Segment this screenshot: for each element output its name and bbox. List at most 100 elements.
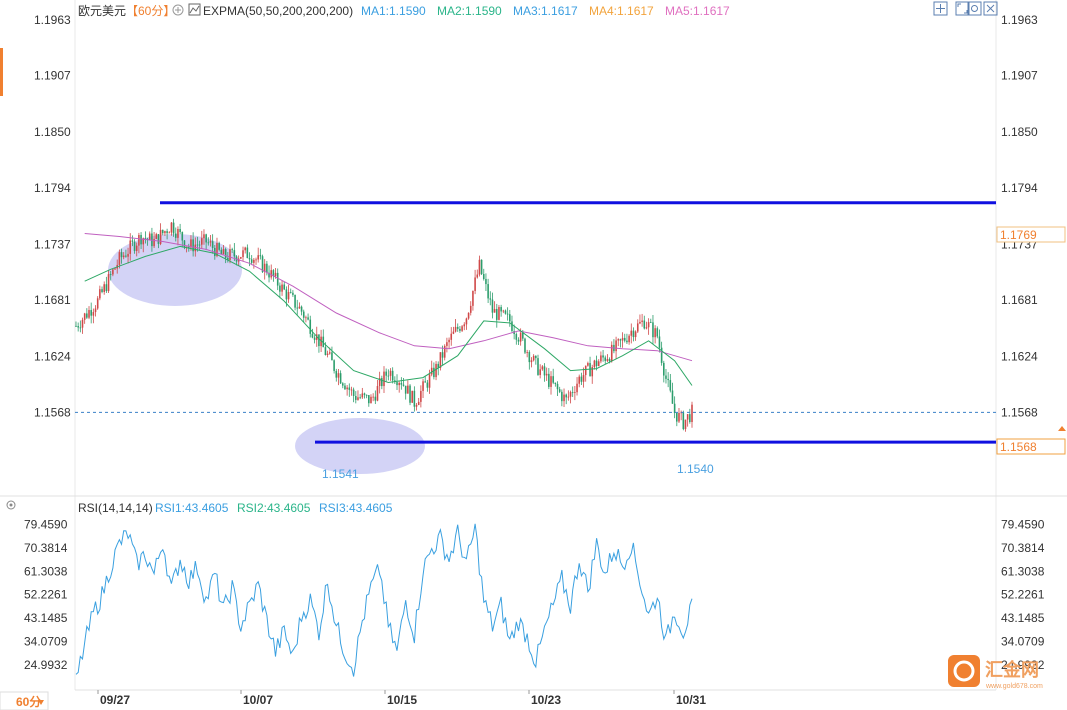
candle-body xyxy=(682,412,685,430)
candle-body xyxy=(528,352,531,363)
candle-body xyxy=(177,228,179,238)
top-highlight-ellipse xyxy=(108,234,242,306)
candle-body xyxy=(90,310,92,316)
candle-body xyxy=(359,397,361,399)
candle-body xyxy=(537,358,539,375)
indicator-icon[interactable] xyxy=(188,3,201,16)
candle-body xyxy=(628,335,630,343)
candle-body xyxy=(582,375,585,382)
svg-text:1.1769: 1.1769 xyxy=(1000,228,1037,242)
ma-slow-line xyxy=(84,233,693,362)
candle-body xyxy=(285,289,288,300)
ma3-value: MA3:1.1617 xyxy=(513,4,578,18)
candle-body xyxy=(168,232,171,234)
candle-body xyxy=(561,391,563,402)
candle-body xyxy=(658,336,661,348)
candle-body xyxy=(524,338,526,353)
settings-icon[interactable] xyxy=(967,1,982,16)
candle-body xyxy=(159,229,162,244)
candle-body xyxy=(454,326,457,332)
candle-body xyxy=(99,289,101,299)
candle-body xyxy=(96,298,99,309)
candle-body xyxy=(118,252,121,265)
candle-body xyxy=(669,380,672,391)
candle-body xyxy=(326,353,329,355)
rsi-settings-icon[interactable] xyxy=(6,500,16,510)
candle-body xyxy=(328,352,331,354)
candle-body xyxy=(391,370,394,381)
rsi-y-tick-right: 24.9932 xyxy=(1001,658,1045,672)
ma2-value: MA2:1.1590 xyxy=(437,4,502,18)
candle-body xyxy=(322,336,325,348)
rsi-y-axis: 79.4590 79.4590 70.3814 70.3814 61.3038 61.30… xyxy=(24,518,1045,672)
candle-body xyxy=(352,389,355,396)
candle-body xyxy=(305,317,307,319)
candle-body xyxy=(600,355,602,362)
price-y-tick-left: 1.1568 xyxy=(34,405,71,419)
candle-body xyxy=(621,337,624,341)
candle-body xyxy=(565,394,567,398)
candle-body xyxy=(413,390,416,407)
candle-body xyxy=(443,345,446,358)
candle-body xyxy=(476,274,479,278)
candle-body xyxy=(131,240,134,242)
candle-body xyxy=(318,334,320,347)
candle-body xyxy=(261,256,264,272)
rsi-y-tick-left: 52.2261 xyxy=(24,588,68,602)
candle-body xyxy=(597,361,600,366)
candle-body xyxy=(348,387,351,390)
price-y-tick-left: 1.1681 xyxy=(34,293,71,307)
candle-body xyxy=(604,357,607,361)
candle-body xyxy=(491,299,494,313)
period-button[interactable]: 60分 xyxy=(0,691,49,710)
candle-body xyxy=(172,222,175,234)
candle-body xyxy=(92,312,95,316)
candle-body xyxy=(584,365,587,376)
candle-body xyxy=(509,314,511,322)
candle-body xyxy=(593,360,596,368)
candle-body xyxy=(389,370,392,376)
candle-body xyxy=(550,376,552,387)
candle-body xyxy=(311,333,314,338)
bottom-highlight-ellipse xyxy=(295,418,425,474)
candle-body xyxy=(630,330,633,336)
candle-body xyxy=(81,319,84,328)
candle-body xyxy=(498,307,500,320)
low-label-2: 1.1540 xyxy=(677,462,714,476)
x-tick-label: 10/15 xyxy=(387,693,417,707)
candle-body xyxy=(272,270,275,277)
candle-body xyxy=(350,389,353,391)
rsi-y-tick-right: 70.3814 xyxy=(1001,541,1045,555)
add-icon[interactable] xyxy=(172,4,184,16)
candle-body xyxy=(86,313,88,318)
candle-body xyxy=(324,347,327,355)
candle-body xyxy=(643,320,646,329)
candle-body xyxy=(289,292,292,293)
x-tick-label: 10/07 xyxy=(243,693,273,707)
candle-body xyxy=(641,320,643,322)
candle-body xyxy=(218,242,220,250)
rsi-y-tick-right: 52.2261 xyxy=(1001,588,1045,602)
price-y-tick-left: 1.1737 xyxy=(34,237,71,251)
candle-body xyxy=(660,347,663,363)
candle-body xyxy=(135,245,138,251)
candle-body xyxy=(517,339,520,342)
candle-body xyxy=(268,272,270,278)
price-y-tick-right: 1.1568 xyxy=(1001,405,1038,419)
candle-body xyxy=(426,382,429,388)
price-y-tick-right: 1.1794 xyxy=(1001,181,1038,195)
close-icon[interactable] xyxy=(983,1,998,16)
ma1-value: MA1:1.1590 xyxy=(361,4,426,18)
candle-body xyxy=(684,419,687,430)
candle-body xyxy=(179,228,181,233)
candle-body xyxy=(183,240,186,248)
candle-body xyxy=(361,393,364,398)
candle-body xyxy=(109,274,112,275)
candle-body xyxy=(610,344,613,362)
candle-body xyxy=(376,386,379,401)
crosshair-icon[interactable] xyxy=(933,1,948,16)
fullscreen-icon[interactable] xyxy=(955,1,970,16)
candle-body xyxy=(196,244,199,246)
candle-body xyxy=(415,404,418,407)
